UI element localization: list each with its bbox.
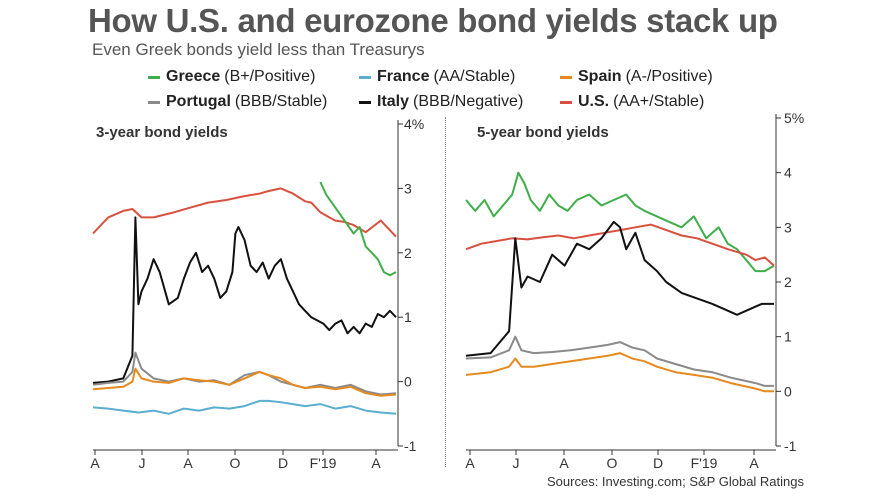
x-tick-label: F'19	[691, 455, 718, 471]
panel-divider	[445, 117, 446, 467]
legend-name: France	[377, 68, 430, 85]
legend-swatch	[148, 75, 160, 79]
panel-title-5yr: 5-year bond yields	[477, 124, 609, 141]
legend-swatch	[560, 100, 572, 104]
legend-item-italy: Italy (BBB/Negative)	[359, 93, 523, 111]
legend-item-spain: Spain (A-/Positive)	[560, 68, 713, 86]
y-tick-label: 3	[784, 219, 792, 235]
x-tick-label: A	[371, 455, 381, 471]
legend-item-us: U.S. (AA+/Stable)	[560, 93, 704, 111]
x-tick-label: A	[183, 455, 193, 471]
series-line-portugal	[465, 335, 774, 387]
x-tick-label: A	[90, 455, 100, 471]
legend-item-france: France (AA/Stable)	[359, 68, 515, 86]
y-tick-label: -1	[404, 438, 417, 454]
y-tick-label: 2	[784, 274, 792, 290]
chart-subtitle: Even Greek bonds yield less than Treasur…	[92, 40, 425, 59]
legend-rating: (BBB/Stable)	[234, 93, 328, 110]
panel-title-3yr: 3-year bond yields	[96, 124, 228, 141]
legend-item-greece: Greece (B+/Positive)	[148, 68, 315, 86]
legend-item-portugal: Portugal (BBB/Stable)	[148, 93, 327, 111]
x-tick-label: A	[749, 455, 759, 471]
y-tick-label: -1	[784, 438, 797, 454]
sources-note: Sources: Investing.com; S&P Global Ratin…	[547, 474, 804, 489]
legend-swatch	[359, 100, 371, 104]
x-tick-label: O	[230, 455, 241, 471]
legend-rating: (AA/Stable)	[433, 68, 516, 85]
legend-rating: (BBB/Negative)	[413, 93, 524, 110]
legend-name: Portugal	[166, 93, 231, 110]
y-tick-label: 0	[404, 374, 412, 390]
y-tick-label: 1	[784, 329, 792, 345]
legend-name: Greece	[166, 68, 221, 85]
legend-rating: (B+/Positive)	[224, 68, 316, 85]
y-tick-label: 5%	[784, 110, 804, 126]
x-tick-label: O	[607, 455, 618, 471]
legend-swatch	[560, 75, 572, 79]
x-tick-label: F'19	[310, 455, 337, 471]
legend-rating: (A-/Positive)	[625, 68, 713, 85]
y-tick-label: 1	[404, 309, 412, 325]
legend-name: U.S.	[578, 93, 610, 110]
series-line-italy	[92, 216, 397, 384]
x-tick-label: D	[653, 455, 663, 471]
series-line-spain	[92, 367, 397, 397]
y-tick-label: 0	[784, 383, 792, 399]
x-tick-label: A	[559, 455, 569, 471]
legend-rating: (AA+/Stable)	[613, 93, 705, 110]
y-tick-label: 2	[404, 245, 412, 261]
x-tick-label: D	[278, 455, 288, 471]
legend-swatch	[148, 100, 160, 104]
y-tick-label: 4	[784, 165, 792, 181]
series-line-us	[465, 223, 775, 267]
series-line-france	[92, 399, 397, 415]
x-tick-label: A	[465, 455, 475, 471]
x-tick-label: J	[139, 455, 146, 471]
x-tick-label: J	[513, 455, 520, 471]
series-line-portugal	[92, 351, 397, 396]
legend-name: Spain	[578, 68, 622, 85]
legend-name: Italy	[377, 93, 410, 110]
y-tick-label: 4%	[404, 116, 424, 132]
series-line-greece	[465, 171, 775, 273]
series-line-spain	[465, 352, 774, 393]
series-line-greece	[319, 181, 397, 277]
chart-title: How U.S. and eurozone bond yields stack …	[88, 2, 778, 39]
series-line-italy	[465, 220, 774, 357]
legend-swatch	[359, 75, 371, 79]
y-tick-label: 3	[404, 180, 412, 196]
